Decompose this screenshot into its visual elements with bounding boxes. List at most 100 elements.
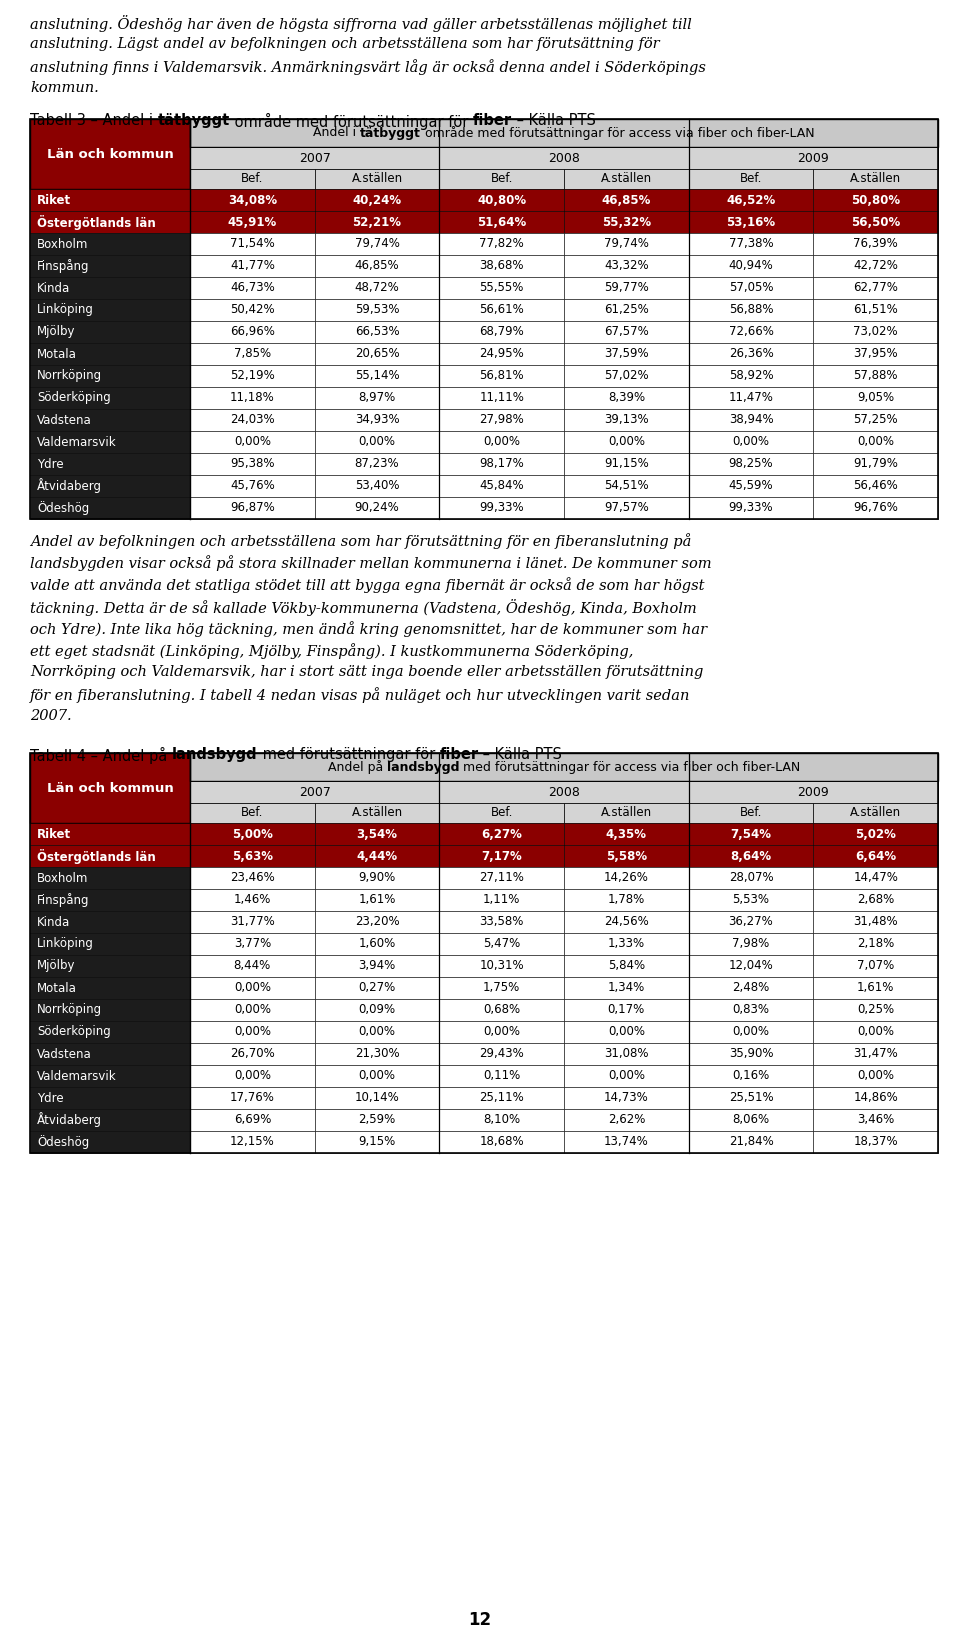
Text: 40,24%: 40,24%	[352, 193, 401, 206]
Bar	[190, 1066, 315, 1087]
Bar	[688, 804, 813, 824]
Bar	[190, 824, 315, 845]
Text: 8,44%: 8,44%	[233, 960, 271, 972]
Text: område med förutsättningar för access via fiber och fiber-LAN: område med förutsättningar för access vi…	[421, 127, 815, 140]
Text: Östergötlands län: Östergötlands län	[37, 848, 156, 863]
Text: landsbygd: landsbygd	[387, 761, 459, 774]
Bar	[813, 824, 938, 845]
Bar	[315, 170, 440, 189]
Text: 79,74%: 79,74%	[604, 237, 649, 250]
Text: 46,85%: 46,85%	[602, 193, 651, 206]
Text: kommun.: kommun.	[30, 81, 99, 96]
Bar	[440, 474, 564, 497]
Bar	[440, 1021, 564, 1043]
Text: 20,65%: 20,65%	[354, 348, 399, 361]
Text: 0,11%: 0,11%	[483, 1069, 520, 1082]
Text: Bef.: Bef.	[241, 173, 264, 186]
Text: Finspång: Finspång	[37, 259, 89, 273]
Bar	[440, 804, 564, 824]
Text: 98,25%: 98,25%	[729, 458, 774, 471]
Text: 26,70%: 26,70%	[230, 1047, 275, 1061]
Bar	[813, 977, 938, 1000]
Text: 24,03%: 24,03%	[230, 413, 275, 427]
Text: Norrköping: Norrköping	[37, 1003, 102, 1016]
Text: 62,77%: 62,77%	[853, 282, 899, 295]
Bar	[30, 408, 190, 432]
Text: och Ydre). Inte lika hög täckning, men ändå kring genomsnittet, har de kommuner : och Ydre). Inte lika hög täckning, men ä…	[30, 621, 708, 637]
Bar	[190, 955, 315, 977]
Text: 0,00%: 0,00%	[732, 435, 770, 448]
Bar	[564, 321, 688, 343]
Text: 0,00%: 0,00%	[358, 1069, 396, 1082]
Text: 5,84%: 5,84%	[608, 960, 645, 972]
Text: 36,27%: 36,27%	[729, 916, 774, 929]
Text: fiber: fiber	[440, 748, 478, 763]
Text: 25,11%: 25,11%	[479, 1092, 524, 1105]
Bar	[315, 1000, 440, 1021]
Text: 0,00%: 0,00%	[234, 1003, 271, 1016]
Bar	[190, 911, 315, 932]
Text: 71,54%: 71,54%	[230, 237, 275, 250]
Bar	[688, 889, 813, 911]
Bar	[688, 955, 813, 977]
Bar	[688, 824, 813, 845]
Text: 1,60%: 1,60%	[358, 937, 396, 950]
Bar	[813, 343, 938, 366]
Bar	[190, 474, 315, 497]
Bar	[440, 497, 564, 519]
Text: valde att använda det statliga stödet till att bygga egna fibernät är också de s: valde att använda det statliga stödet ti…	[30, 576, 705, 593]
Text: Tabell 3 – Andel i: Tabell 3 – Andel i	[30, 114, 157, 128]
Bar	[564, 170, 688, 189]
Bar	[813, 1087, 938, 1108]
Text: 56,81%: 56,81%	[479, 369, 524, 382]
Bar	[688, 474, 813, 497]
Text: 43,32%: 43,32%	[604, 260, 649, 272]
Text: 0,00%: 0,00%	[608, 1026, 645, 1039]
Text: 91,79%: 91,79%	[853, 458, 899, 471]
Bar	[440, 1108, 564, 1131]
Text: Finspång: Finspång	[37, 893, 89, 907]
Text: 31,77%: 31,77%	[230, 916, 275, 929]
Text: 50,42%: 50,42%	[230, 303, 275, 316]
Text: 0,17%: 0,17%	[608, 1003, 645, 1016]
Text: 56,46%: 56,46%	[853, 479, 898, 492]
Bar	[315, 845, 440, 866]
Text: 0,00%: 0,00%	[234, 1069, 271, 1082]
Bar	[30, 955, 190, 977]
Bar	[190, 170, 315, 189]
Text: 0,16%: 0,16%	[732, 1069, 770, 1082]
Text: 51,64%: 51,64%	[477, 216, 526, 229]
Bar	[813, 277, 938, 300]
Bar	[315, 387, 440, 408]
Text: 59,77%: 59,77%	[604, 282, 649, 295]
Text: 2,48%: 2,48%	[732, 982, 770, 995]
Bar	[30, 387, 190, 408]
Bar	[315, 804, 440, 824]
Text: 33,58%: 33,58%	[479, 916, 524, 929]
Bar	[30, 1021, 190, 1043]
Bar	[688, 255, 813, 277]
Bar	[30, 911, 190, 932]
Bar	[564, 1108, 688, 1131]
Bar	[30, 866, 190, 889]
Text: 2007: 2007	[299, 152, 330, 165]
Text: 1,46%: 1,46%	[233, 894, 271, 906]
Bar	[315, 1021, 440, 1043]
Bar	[30, 255, 190, 277]
Bar	[813, 432, 938, 453]
Bar	[688, 932, 813, 955]
Bar	[688, 321, 813, 343]
Text: 68,79%: 68,79%	[479, 326, 524, 339]
Text: 53,40%: 53,40%	[355, 479, 399, 492]
Bar	[440, 147, 688, 170]
Bar	[440, 343, 564, 366]
Bar	[813, 321, 938, 343]
Text: 79,74%: 79,74%	[354, 237, 399, 250]
Bar	[564, 255, 688, 277]
Bar	[813, 255, 938, 277]
Bar	[190, 211, 315, 232]
Text: 0,00%: 0,00%	[857, 1069, 894, 1082]
Text: Tabell 4 – Andel på: Tabell 4 – Andel på	[30, 748, 172, 764]
Text: med förutsättningar för access via fiber och fiber-LAN: med förutsättningar för access via fiber…	[459, 761, 801, 774]
Bar	[440, 911, 564, 932]
